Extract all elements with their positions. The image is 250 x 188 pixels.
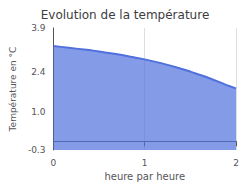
svg-text:3.9: 3.9 (31, 23, 46, 33)
svg-text:heure par heure: heure par heure (104, 171, 185, 182)
svg-text:Température en °C: Température en °C (8, 47, 18, 133)
svg-text:1: 1 (142, 158, 148, 168)
svg-text:2.4: 2.4 (31, 67, 46, 77)
svg-text:2: 2 (233, 158, 239, 168)
svg-text:Evolution de la température: Evolution de la température (41, 8, 210, 22)
svg-text:1.0: 1.0 (31, 107, 46, 117)
svg-text:0: 0 (51, 158, 57, 168)
svg-text:-0.3: -0.3 (28, 145, 46, 155)
